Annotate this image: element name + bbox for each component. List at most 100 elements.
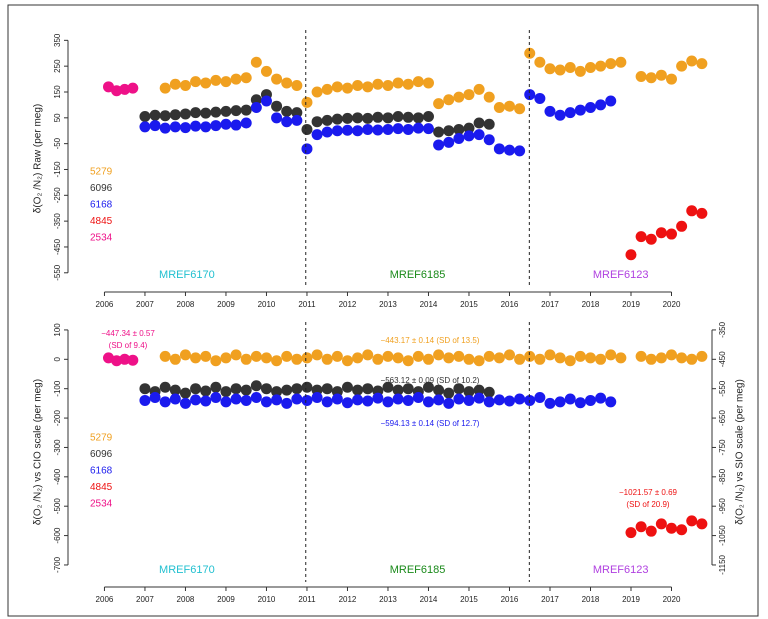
point [382,80,394,92]
point [220,76,232,88]
point [595,392,607,404]
point [179,349,191,361]
point [149,120,161,132]
legend-label: 5279 [90,167,113,178]
point [544,349,556,361]
point [230,349,242,361]
point [412,76,424,88]
point [544,397,556,409]
point [382,396,394,408]
point [240,394,252,406]
point [392,111,404,123]
point [524,350,536,362]
point [341,397,353,409]
point [210,355,222,367]
point [382,350,394,362]
point [111,355,123,367]
point [190,107,202,119]
point [271,394,283,406]
point [412,392,424,404]
point [635,521,647,533]
point [574,397,586,409]
point [341,381,353,393]
point [615,352,627,364]
y-tick-label: -450 [53,238,62,255]
point [159,110,171,122]
point [321,114,333,126]
point [281,350,293,362]
point [240,117,252,129]
point [443,387,455,399]
x-tick-label: 2017 [541,300,559,309]
point [655,69,667,81]
y-tick-label: -250 [53,187,62,204]
point [372,78,384,90]
point [271,355,283,367]
point [392,123,404,135]
point [433,349,445,361]
point [179,387,191,399]
point [595,60,607,72]
point [645,353,657,365]
point [260,352,272,364]
point [291,393,303,405]
point [179,80,191,92]
point [321,383,333,395]
point [534,353,546,365]
point [281,384,293,396]
point [159,122,171,134]
point [352,125,364,137]
point [169,353,181,365]
point [352,112,364,124]
point [676,524,688,536]
point [655,518,667,530]
point [321,83,333,95]
point [271,112,283,124]
point [463,130,475,142]
point [584,352,596,364]
y-tick-label: -100 [53,380,62,397]
point [250,392,262,404]
y2-tick-label: -550 [718,380,727,397]
point [352,384,364,396]
point [534,56,546,68]
point [291,383,303,395]
point [210,74,222,86]
point [463,394,475,406]
point [686,515,698,527]
stat-annotation: −563.12 ± 0.09 (SD of 10.2) [381,376,480,385]
point [311,86,323,98]
point [422,111,434,123]
point [271,73,283,85]
point [260,383,272,395]
point [301,352,313,364]
point [595,353,607,365]
point [493,143,505,155]
y-tick-label: 250 [53,59,62,73]
point [433,139,445,151]
y-tick-label: 150 [53,85,62,99]
point [696,58,708,70]
point [341,355,353,367]
point [179,108,191,120]
y-tick-label: 50 [53,113,62,122]
point [544,63,556,75]
point [402,383,414,395]
point [139,121,151,133]
point [291,107,303,119]
point [402,111,414,123]
point [119,83,131,95]
point [665,228,677,240]
point [554,64,566,76]
period-label: MREF6123 [593,269,649,281]
point [169,109,181,121]
x-tick-label: 2017 [541,595,559,604]
point [301,381,313,393]
point [483,91,495,103]
x-tick-label: 2011 [298,595,316,604]
point [372,353,384,365]
y2-tick-label: -450 [718,351,727,368]
x-tick-label: 2015 [460,595,478,604]
point [625,527,637,539]
x-tick-label: 2016 [501,595,519,604]
